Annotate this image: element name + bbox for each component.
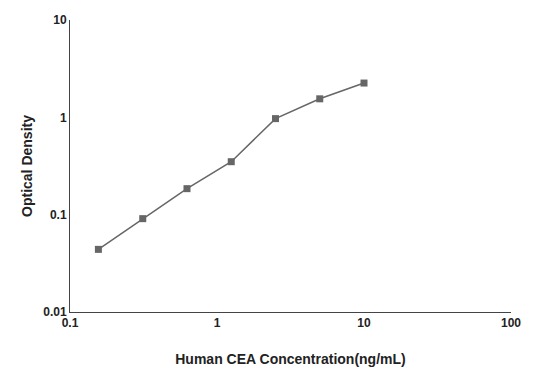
svg-text:1: 1 [60, 111, 67, 125]
svg-text:0.01: 0.01 [43, 305, 67, 319]
svg-text:0.1: 0.1 [62, 316, 79, 330]
svg-text:Optical Density: Optical Density [19, 115, 35, 217]
svg-text:10: 10 [53, 13, 67, 27]
svg-text:Human CEA Concentration(ng/mL): Human CEA Concentration(ng/mL) [175, 351, 405, 367]
svg-text:100: 100 [501, 316, 521, 330]
svg-text:0.1: 0.1 [50, 208, 67, 222]
svg-text:1: 1 [214, 316, 221, 330]
svg-text:10: 10 [357, 316, 371, 330]
